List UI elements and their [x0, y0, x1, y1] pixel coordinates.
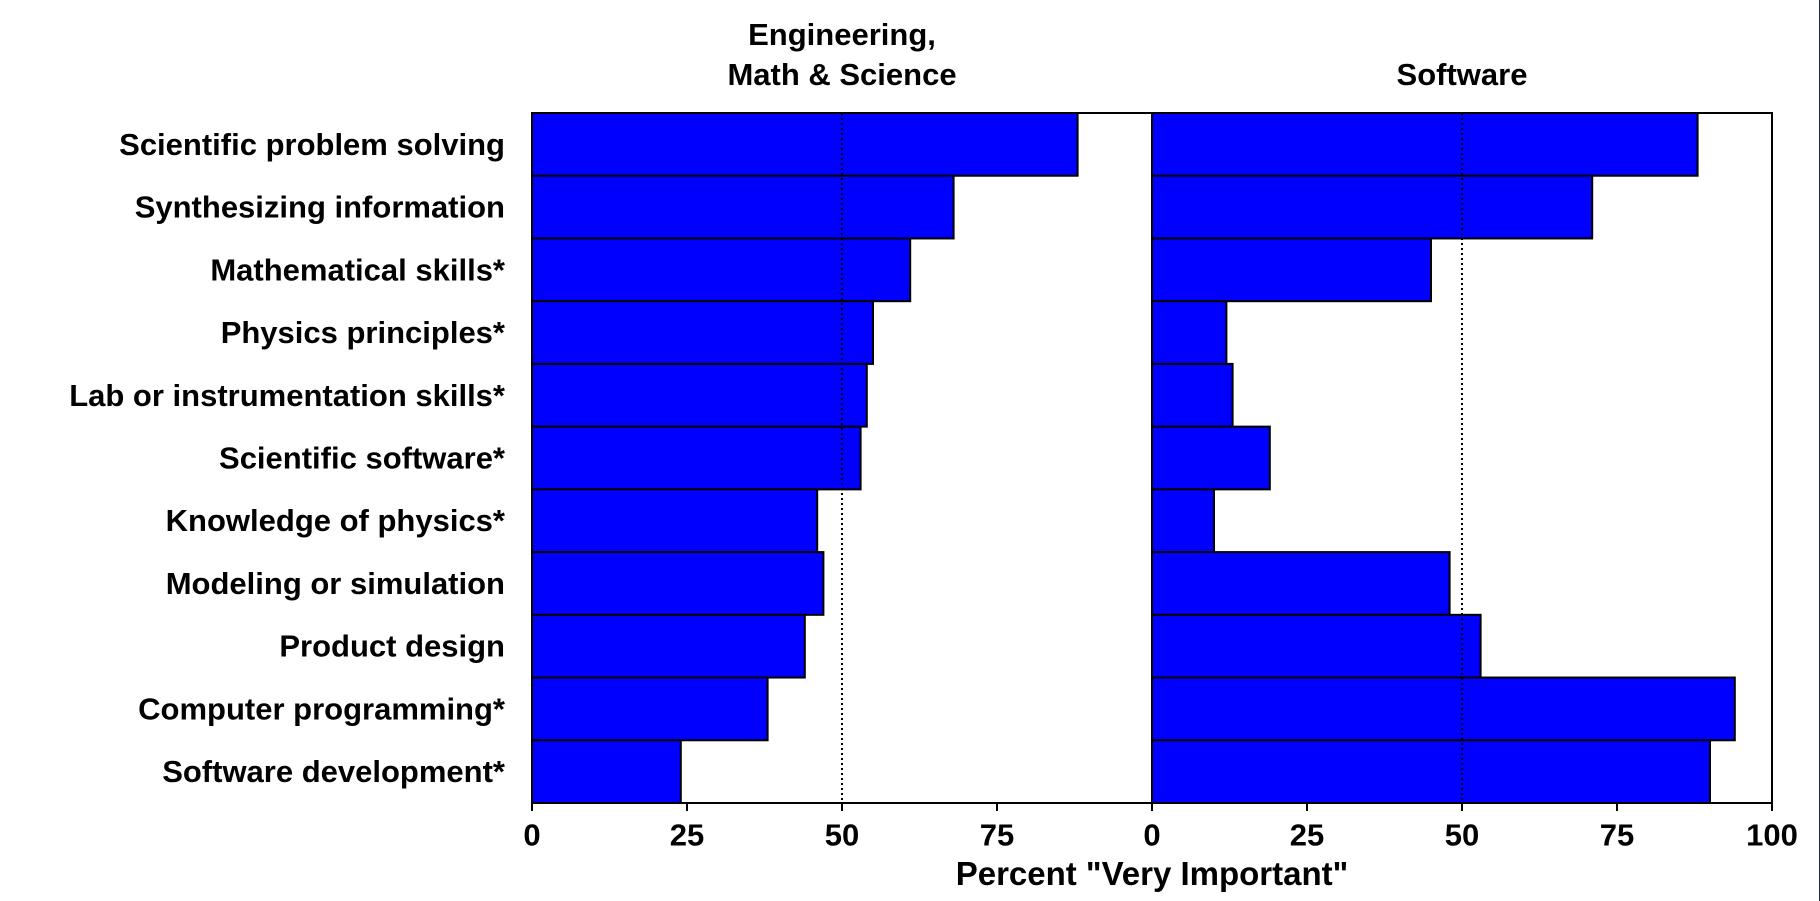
panel-title: Engineering, — [748, 17, 936, 52]
bar — [1151, 613, 1482, 679]
tick-label: 0 — [1143, 818, 1160, 853]
bar — [1151, 174, 1594, 240]
tick-label: 75 — [980, 818, 1014, 853]
category-label: Software development* — [162, 754, 506, 789]
tick-label: 100 — [1746, 818, 1798, 853]
category-label: Computer programming* — [138, 691, 506, 726]
bar — [531, 739, 682, 804]
bar — [531, 425, 862, 491]
bar — [1151, 739, 1711, 804]
category-label: Synthesizing information — [135, 190, 505, 225]
category-label: Product design — [279, 629, 505, 664]
bar — [1151, 488, 1215, 554]
category-label: Modeling or simulation — [166, 566, 505, 601]
tick-label: 0 — [523, 818, 540, 853]
x-axis-label: Percent "Very Important" — [956, 855, 1349, 892]
bar — [531, 551, 825, 616]
bar — [531, 174, 955, 240]
tick-label: 25 — [1290, 818, 1324, 853]
panel-title: Math & Science — [727, 57, 956, 92]
bar — [1151, 300, 1228, 365]
bar — [1151, 237, 1432, 303]
category-label: Mathematical skills* — [210, 252, 506, 287]
bar — [1151, 362, 1234, 428]
tick-label: 25 — [670, 818, 704, 853]
category-label: Physics principles* — [221, 315, 506, 350]
panel-title: Software — [1397, 57, 1528, 92]
category-label: Knowledge of physics* — [166, 503, 506, 538]
bar — [531, 362, 868, 428]
bar — [1151, 551, 1451, 616]
bar — [531, 613, 806, 679]
tick-label: 50 — [825, 818, 859, 853]
tick-label: 75 — [1600, 818, 1634, 853]
bar — [1151, 425, 1271, 491]
bar — [1151, 676, 1736, 742]
bar — [531, 300, 874, 365]
bar — [1151, 112, 1699, 177]
bar — [531, 488, 819, 554]
category-label: Scientific problem solving — [119, 127, 505, 162]
bar — [531, 676, 769, 742]
tick-label: 50 — [1445, 818, 1479, 853]
category-label: Scientific software* — [219, 441, 506, 476]
category-label: Lab or instrumentation skills* — [69, 378, 506, 413]
bar — [531, 112, 1079, 177]
bar — [531, 237, 912, 303]
